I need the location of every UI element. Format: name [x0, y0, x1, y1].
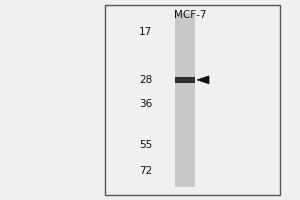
Bar [105, 5, 280, 195]
Polygon shape [197, 76, 209, 84]
Text: 72: 72 [139, 166, 152, 176]
Bar [175, 13, 195, 187]
Text: 17: 17 [139, 27, 152, 37]
Text: MCF-7: MCF-7 [174, 10, 206, 20]
Text: 36: 36 [139, 99, 152, 109]
Text: 55: 55 [139, 140, 152, 150]
Text: 28: 28 [139, 75, 152, 85]
Bar [175, 77, 195, 83]
